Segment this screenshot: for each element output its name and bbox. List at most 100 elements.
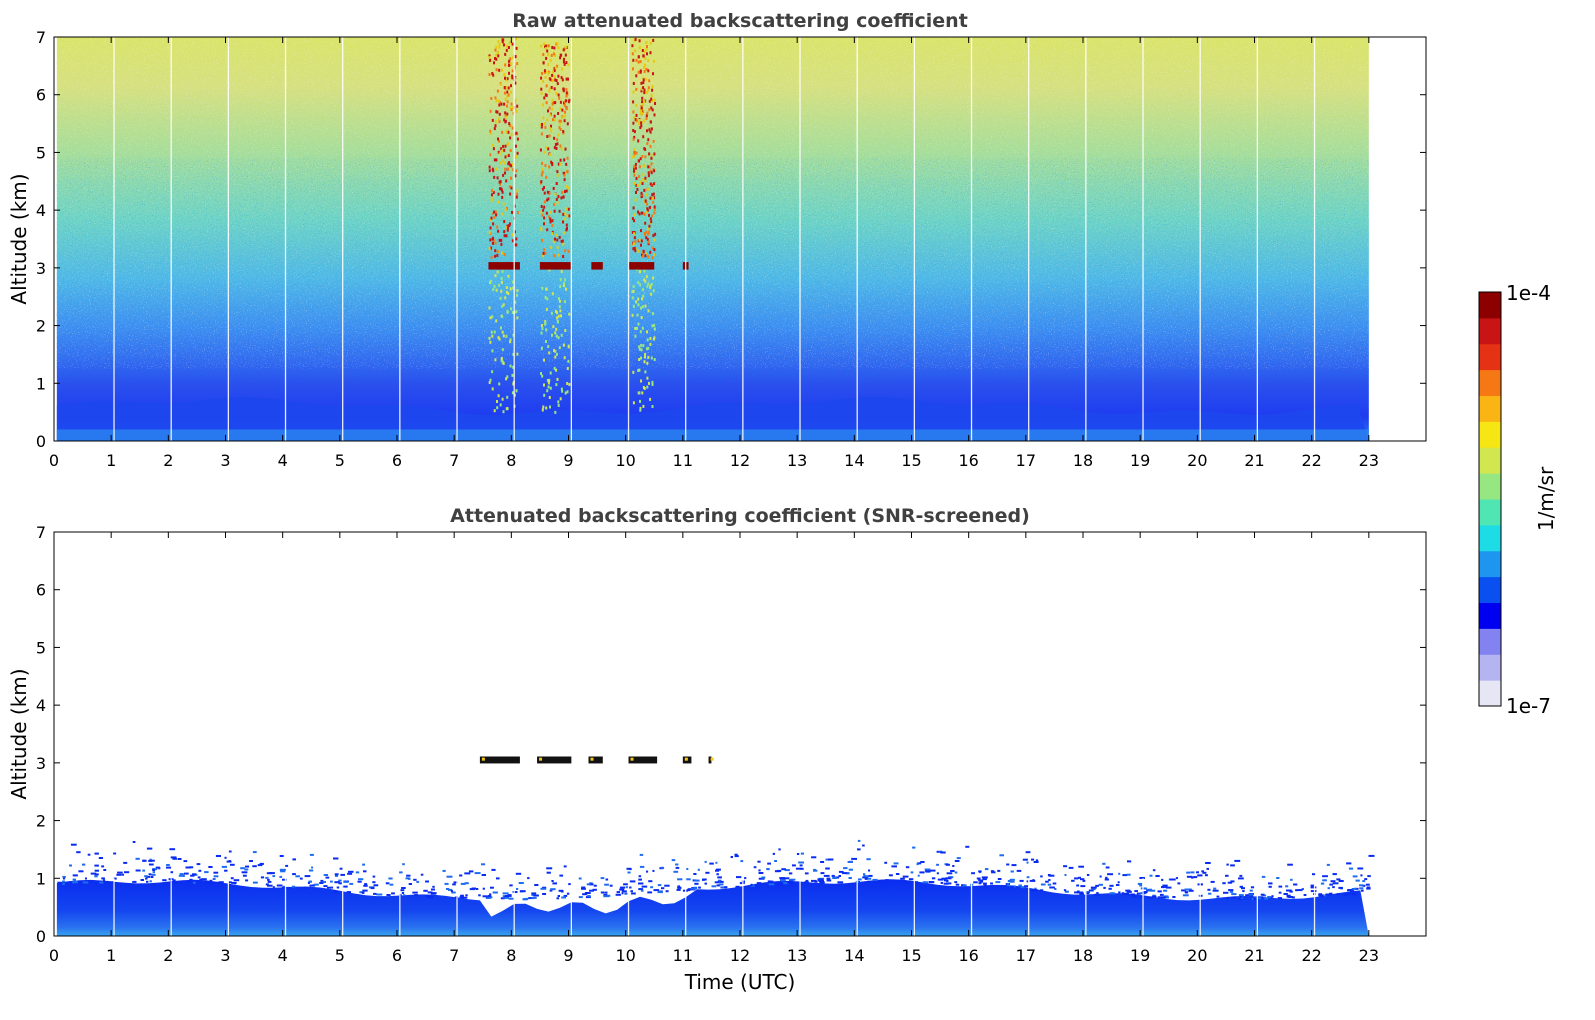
screened-aerosol-speckle — [527, 877, 530, 880]
raw-column-speckle — [640, 356, 642, 360]
raw-column-speckle — [638, 175, 641, 179]
raw-column-speckle — [554, 66, 557, 70]
screened-aerosol-speckle — [502, 892, 509, 895]
screened-aerosol-speckle — [919, 871, 925, 874]
screened-aerosol-speckle — [1172, 896, 1176, 898]
screened-aerosol-speckle — [923, 881, 929, 884]
raw-column-speckle — [489, 58, 492, 62]
raw-column-speckle — [631, 217, 634, 221]
screened-aerosol-speckle — [1351, 888, 1357, 890]
raw-column-speckle — [561, 67, 563, 71]
raw-column-speckle — [497, 336, 500, 340]
raw-column-speckle — [503, 118, 506, 122]
screened-aerosol-speckle — [624, 892, 628, 895]
raw-column-speckle — [503, 148, 506, 152]
screened-aerosol-speckle — [481, 874, 486, 876]
raw-column-speckle — [547, 72, 550, 76]
screened-aerosol-speckle — [697, 868, 700, 871]
raw-column-speckle — [511, 373, 514, 377]
screened-aerosol-speckle — [452, 883, 456, 886]
raw-column-speckle — [556, 42, 559, 46]
raw-column-speckle — [551, 292, 554, 296]
screened-aerosol-speckle — [400, 889, 405, 892]
raw-column-speckle — [507, 93, 510, 97]
raw-column-speckle — [651, 196, 654, 200]
raw-column-speckle — [549, 87, 552, 91]
screened-aerosol-speckle — [627, 871, 631, 874]
screened-aerosol-speckle — [1040, 875, 1043, 878]
screened-aerosol-speckle — [221, 865, 227, 868]
screened-aerosol-speckle — [1137, 882, 1143, 885]
raw-cloud-segment — [488, 262, 520, 270]
screened-aerosol-speckle — [758, 872, 764, 874]
raw-column-speckle — [496, 254, 499, 257]
raw-column-speckle — [551, 46, 554, 49]
screened-aerosol-speckle — [265, 883, 269, 886]
screened-aerosol-speckle — [349, 882, 354, 885]
screened-cloud-fleck — [481, 757, 485, 761]
raw-column-speckle — [511, 42, 514, 46]
screened-aerosol-speckle — [488, 895, 492, 897]
screened-x-tick-label: 3 — [220, 946, 230, 965]
screened-aerosol-speckle — [1151, 895, 1157, 898]
raw-column-speckle — [542, 254, 545, 258]
screened-aerosol-speckle — [766, 868, 770, 871]
screened-aerosol-speckle — [1286, 889, 1292, 892]
raw-column-speckle — [649, 120, 652, 124]
screened-aerosol-speckle — [335, 874, 338, 877]
raw-column-speckle — [510, 164, 513, 168]
raw-column-speckle — [505, 377, 508, 381]
screened-aerosol-speckle — [639, 853, 644, 856]
raw-column-speckle — [509, 62, 512, 66]
screened-aerosol-speckle — [1231, 896, 1237, 899]
screened-aerosol-speckle — [276, 884, 283, 887]
raw-column-speckle — [488, 336, 491, 340]
screened-aerosol-speckle — [265, 876, 269, 879]
raw-column-speckle — [496, 250, 499, 254]
screened-aerosol-speckle — [172, 881, 178, 884]
screened-aerosol-speckle — [460, 882, 466, 885]
screened-aerosol-speckle — [244, 868, 249, 871]
raw-column-speckle — [506, 94, 509, 98]
screened-aerosol-speckle — [787, 881, 794, 884]
raw-column-speckle — [542, 251, 545, 255]
raw-column-speckle — [552, 52, 555, 56]
raw-column-speckle — [564, 249, 567, 253]
raw-column-speckle — [553, 254, 556, 258]
screened-aerosol-speckle — [1185, 891, 1188, 894]
screened-aerosol-speckle — [1239, 874, 1243, 877]
raw-column-speckle — [545, 93, 548, 97]
raw-column-speckle — [563, 356, 566, 360]
raw-column-speckle — [651, 256, 654, 260]
screened-aerosol-speckle — [1289, 890, 1293, 893]
screened-aerosol-speckle — [399, 871, 403, 874]
raw-column-speckle — [502, 38, 505, 42]
screened-aerosol-speckle — [364, 883, 368, 886]
screened-aerosol-speckle — [984, 885, 988, 888]
raw-column-speckle — [640, 191, 643, 195]
raw-column-speckle — [649, 250, 652, 254]
screened-aerosol-speckle — [1336, 878, 1341, 881]
raw-column-speckle — [648, 152, 651, 156]
raw-column-speckle — [565, 207, 568, 211]
raw-column-speckle — [555, 42, 558, 46]
screened-aerosol-speckle — [589, 889, 594, 892]
screened-aerosol-speckle — [895, 873, 900, 875]
screened-aerosol-speckle — [1082, 879, 1087, 882]
raw-column-speckle — [637, 303, 640, 307]
screened-aerosol-speckle — [1216, 895, 1220, 898]
raw-x-tick-label: 14 — [844, 451, 864, 470]
screened-aerosol-speckle — [183, 860, 188, 863]
raw-column-speckle — [551, 73, 554, 77]
raw-column-speckle — [491, 72, 494, 75]
screened-aerosol-speckle — [758, 877, 765, 880]
raw-column-speckle — [562, 220, 564, 224]
screened-aerosol-speckle — [823, 874, 830, 877]
screened-aerosol-speckle — [295, 875, 300, 878]
screened-aerosol-speckle — [900, 877, 905, 880]
screened-aerosol-speckle — [774, 860, 777, 862]
screened-aerosol-speckle — [78, 870, 84, 873]
raw-column-speckle — [516, 293, 518, 297]
screened-aerosol-speckle — [578, 896, 583, 899]
screened-aerosol-speckle — [1032, 879, 1035, 882]
